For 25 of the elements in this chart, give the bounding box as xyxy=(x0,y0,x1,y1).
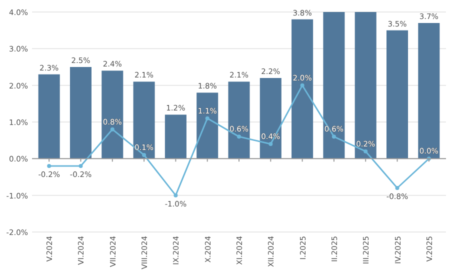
point xyxy=(268,142,273,146)
bar xyxy=(70,67,92,159)
point xyxy=(110,127,114,132)
bar xyxy=(418,23,440,159)
point xyxy=(237,134,241,139)
point xyxy=(300,83,304,88)
point xyxy=(174,193,178,198)
bar xyxy=(133,82,155,159)
bar xyxy=(196,92,218,159)
bar xyxy=(164,114,186,159)
point xyxy=(142,153,146,157)
point xyxy=(205,116,210,120)
point xyxy=(47,164,52,168)
bar xyxy=(260,78,282,159)
bar xyxy=(292,19,314,159)
bar xyxy=(228,82,250,159)
bar xyxy=(354,12,376,159)
bar xyxy=(38,74,60,159)
point xyxy=(395,186,400,190)
bar xyxy=(102,70,124,159)
point xyxy=(332,134,336,139)
bar xyxy=(386,30,408,159)
point xyxy=(78,164,83,168)
bar xyxy=(323,12,345,159)
point xyxy=(364,149,368,154)
